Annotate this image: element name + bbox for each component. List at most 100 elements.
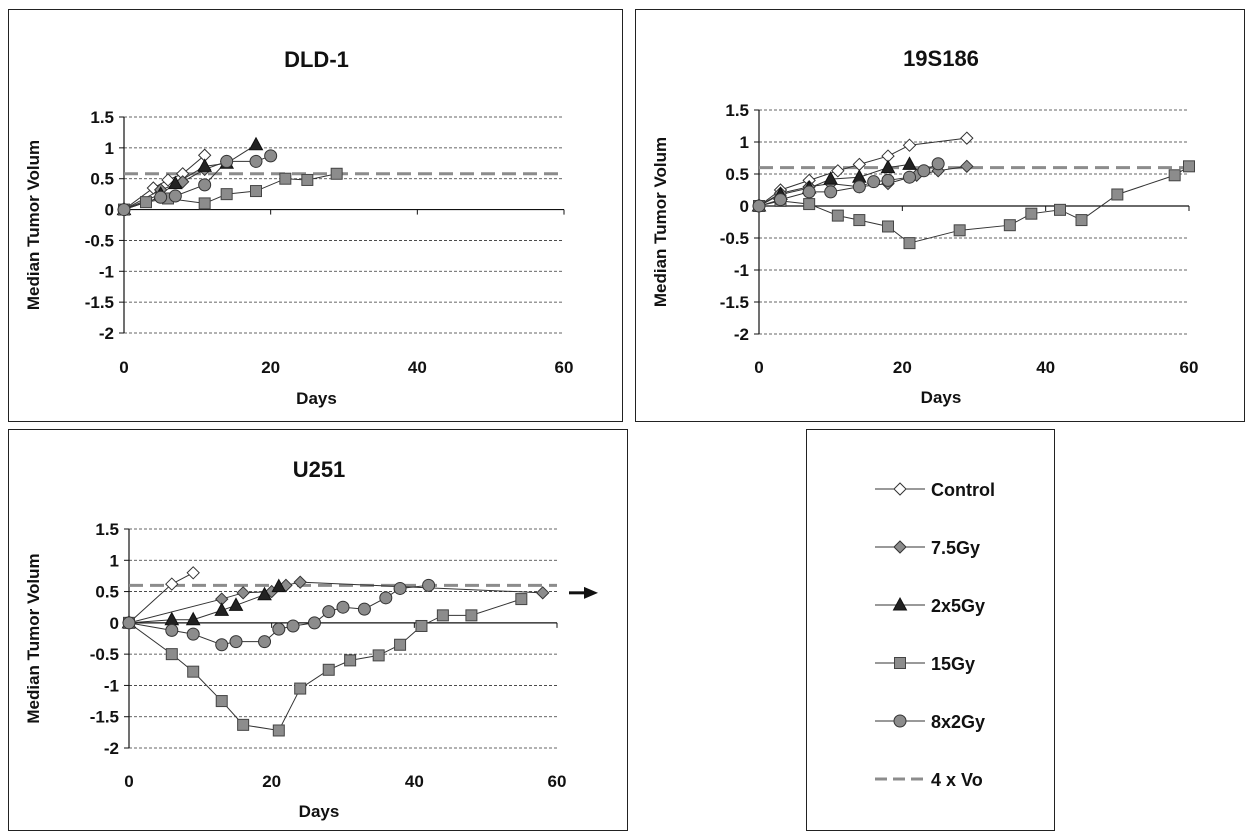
x-tick-label: 60 <box>1180 358 1199 377</box>
data-point-8x2gy <box>286 619 300 633</box>
data-point-15gy <box>272 724 285 737</box>
chart-panel-19s186: 19S186 1.5 1 0.5 0 -0.5 -1 -1.5 -2 0 20 40 60 Days Med… <box>635 9 1245 422</box>
data-point-8x2gy <box>186 627 200 641</box>
legend-label-2x5gy: 2x5Gy <box>931 596 985 616</box>
y-tick-label: 0 <box>105 201 114 220</box>
y-tick-label: -2 <box>99 324 114 343</box>
data-point-8x2gy <box>881 173 895 187</box>
legend: Control 7.5Gy 2x5Gy 15Gy 8x2Gy 4 x Vo <box>806 429 1055 831</box>
data-point-15gy <box>831 209 844 222</box>
data-point-15gy <box>515 593 528 606</box>
data-point-8x2gy <box>336 600 350 614</box>
y-tick-label: 1 <box>740 133 749 152</box>
y-tick-label: 1 <box>110 551 119 570</box>
data-point-8x2gy <box>168 189 182 203</box>
x-tick-label: 0 <box>754 358 763 377</box>
data-point-15gy <box>903 237 916 250</box>
legend-marker-15gy <box>894 657 906 669</box>
data-point-2x5gy <box>271 578 287 593</box>
chart-panel-dld1: DLD-1 1.5 1 0.5 0 -0.5 -1 -1.5 -2 0 20 40 60 Days Medi… <box>8 9 623 422</box>
legend-label-4-x-vo: 4 x Vo <box>931 770 983 790</box>
y-tick-label: 0.5 <box>725 165 749 184</box>
data-point-7-5gy <box>236 586 250 600</box>
x-tick-label: 40 <box>1036 358 1055 377</box>
data-point-15gy <box>250 185 262 198</box>
data-point-15gy <box>294 682 307 695</box>
y-tick-label: -0.5 <box>85 231 114 250</box>
data-point-2x5gy <box>164 611 180 626</box>
x-tick-label: 0 <box>124 772 133 791</box>
data-point-control <box>960 131 974 145</box>
data-point-2x5gy <box>257 586 272 601</box>
y-axis-label: Median Tumor Volum <box>24 140 43 310</box>
data-point-15gy <box>1075 214 1088 227</box>
series-line-15gy <box>758 165 1190 244</box>
legend-label-7-5gy: 7.5Gy <box>931 538 980 558</box>
data-point-8x2gy <box>903 170 916 184</box>
data-point-7-5gy <box>960 159 974 174</box>
data-point-15gy <box>853 214 866 227</box>
data-point-8x2gy <box>357 602 371 616</box>
y-tick-label: -0.5 <box>90 645 119 664</box>
data-point-15gy <box>1003 219 1016 232</box>
data-point-15gy <box>1168 169 1181 182</box>
series-line-control <box>128 572 194 624</box>
data-point-control <box>831 164 845 178</box>
data-point-8x2gy <box>215 638 229 652</box>
data-point-15gy <box>301 173 314 186</box>
data-point-7-5gy <box>536 586 550 600</box>
data-point-15gy <box>803 198 816 211</box>
data-point-15gy <box>330 167 343 180</box>
data-point-8x2gy <box>165 623 179 637</box>
data-point-2x5gy <box>197 158 213 172</box>
data-point-15gy <box>198 197 211 210</box>
legend-label-15gy: 15Gy <box>931 654 975 674</box>
continuation-arrow-head <box>584 586 598 599</box>
chart-panel-u251: U251 1.5 1 0.5 0 -0.5 -1 -1.5 -2 0 20 40 60 Days Media… <box>8 429 628 831</box>
y-tick-label: 0.5 <box>90 170 114 189</box>
data-point-8x2gy <box>322 605 336 619</box>
data-point-15gy <box>279 172 292 185</box>
data-point-15gy <box>1054 203 1066 216</box>
data-point-8x2gy <box>931 157 945 171</box>
data-point-control <box>161 173 175 187</box>
y-tick-label: -1 <box>734 261 749 280</box>
data-point-15gy <box>953 224 966 237</box>
x-tick-label: 40 <box>408 358 427 377</box>
chart-title: DLD-1 <box>284 47 349 72</box>
y-tick-label: -1.5 <box>85 293 114 312</box>
data-point-8x2gy <box>229 635 243 649</box>
chart-19s186: 19S186 1.5 1 0.5 0 -0.5 -1 -1.5 -2 0 20 40 60 Days Med… <box>651 46 1199 407</box>
data-point-control <box>165 577 179 591</box>
y-tick-label: 0 <box>110 614 119 633</box>
data-point-15gy <box>187 665 200 678</box>
data-point-2x5gy <box>880 159 896 174</box>
data-point-8x2gy <box>198 178 212 192</box>
legend-marker-7-5gy <box>893 540 907 554</box>
data-point-control <box>902 138 917 152</box>
y-tick-label: 1.5 <box>95 520 119 539</box>
data-point-15gy <box>882 220 894 233</box>
data-point-8x2gy <box>154 190 168 204</box>
y-tick-label: 0 <box>740 197 749 216</box>
data-point-8x2gy <box>422 578 436 592</box>
x-axis-label: Days <box>299 802 340 821</box>
data-point-8x2gy <box>774 193 787 207</box>
y-tick-label: 1.5 <box>90 108 114 127</box>
y-tick-label: 0.5 <box>95 583 119 602</box>
data-point-15gy <box>394 638 407 651</box>
legend-marker-8x2gy <box>893 714 907 728</box>
x-tick-label: 60 <box>555 358 574 377</box>
legend-label-control: Control <box>931 480 995 500</box>
x-tick-label: 20 <box>262 772 281 791</box>
x-tick-label: 20 <box>893 358 912 377</box>
data-point-2x5gy <box>214 602 230 616</box>
data-point-15gy <box>140 196 152 209</box>
legend-marker-control <box>893 482 907 496</box>
data-point-8x2gy <box>752 199 766 213</box>
data-point-8x2gy <box>393 581 407 595</box>
y-tick-label: -2 <box>734 325 749 344</box>
data-point-8x2gy <box>917 164 931 178</box>
y-tick-label: -0.5 <box>720 229 749 248</box>
data-point-2x5gy <box>228 597 244 611</box>
